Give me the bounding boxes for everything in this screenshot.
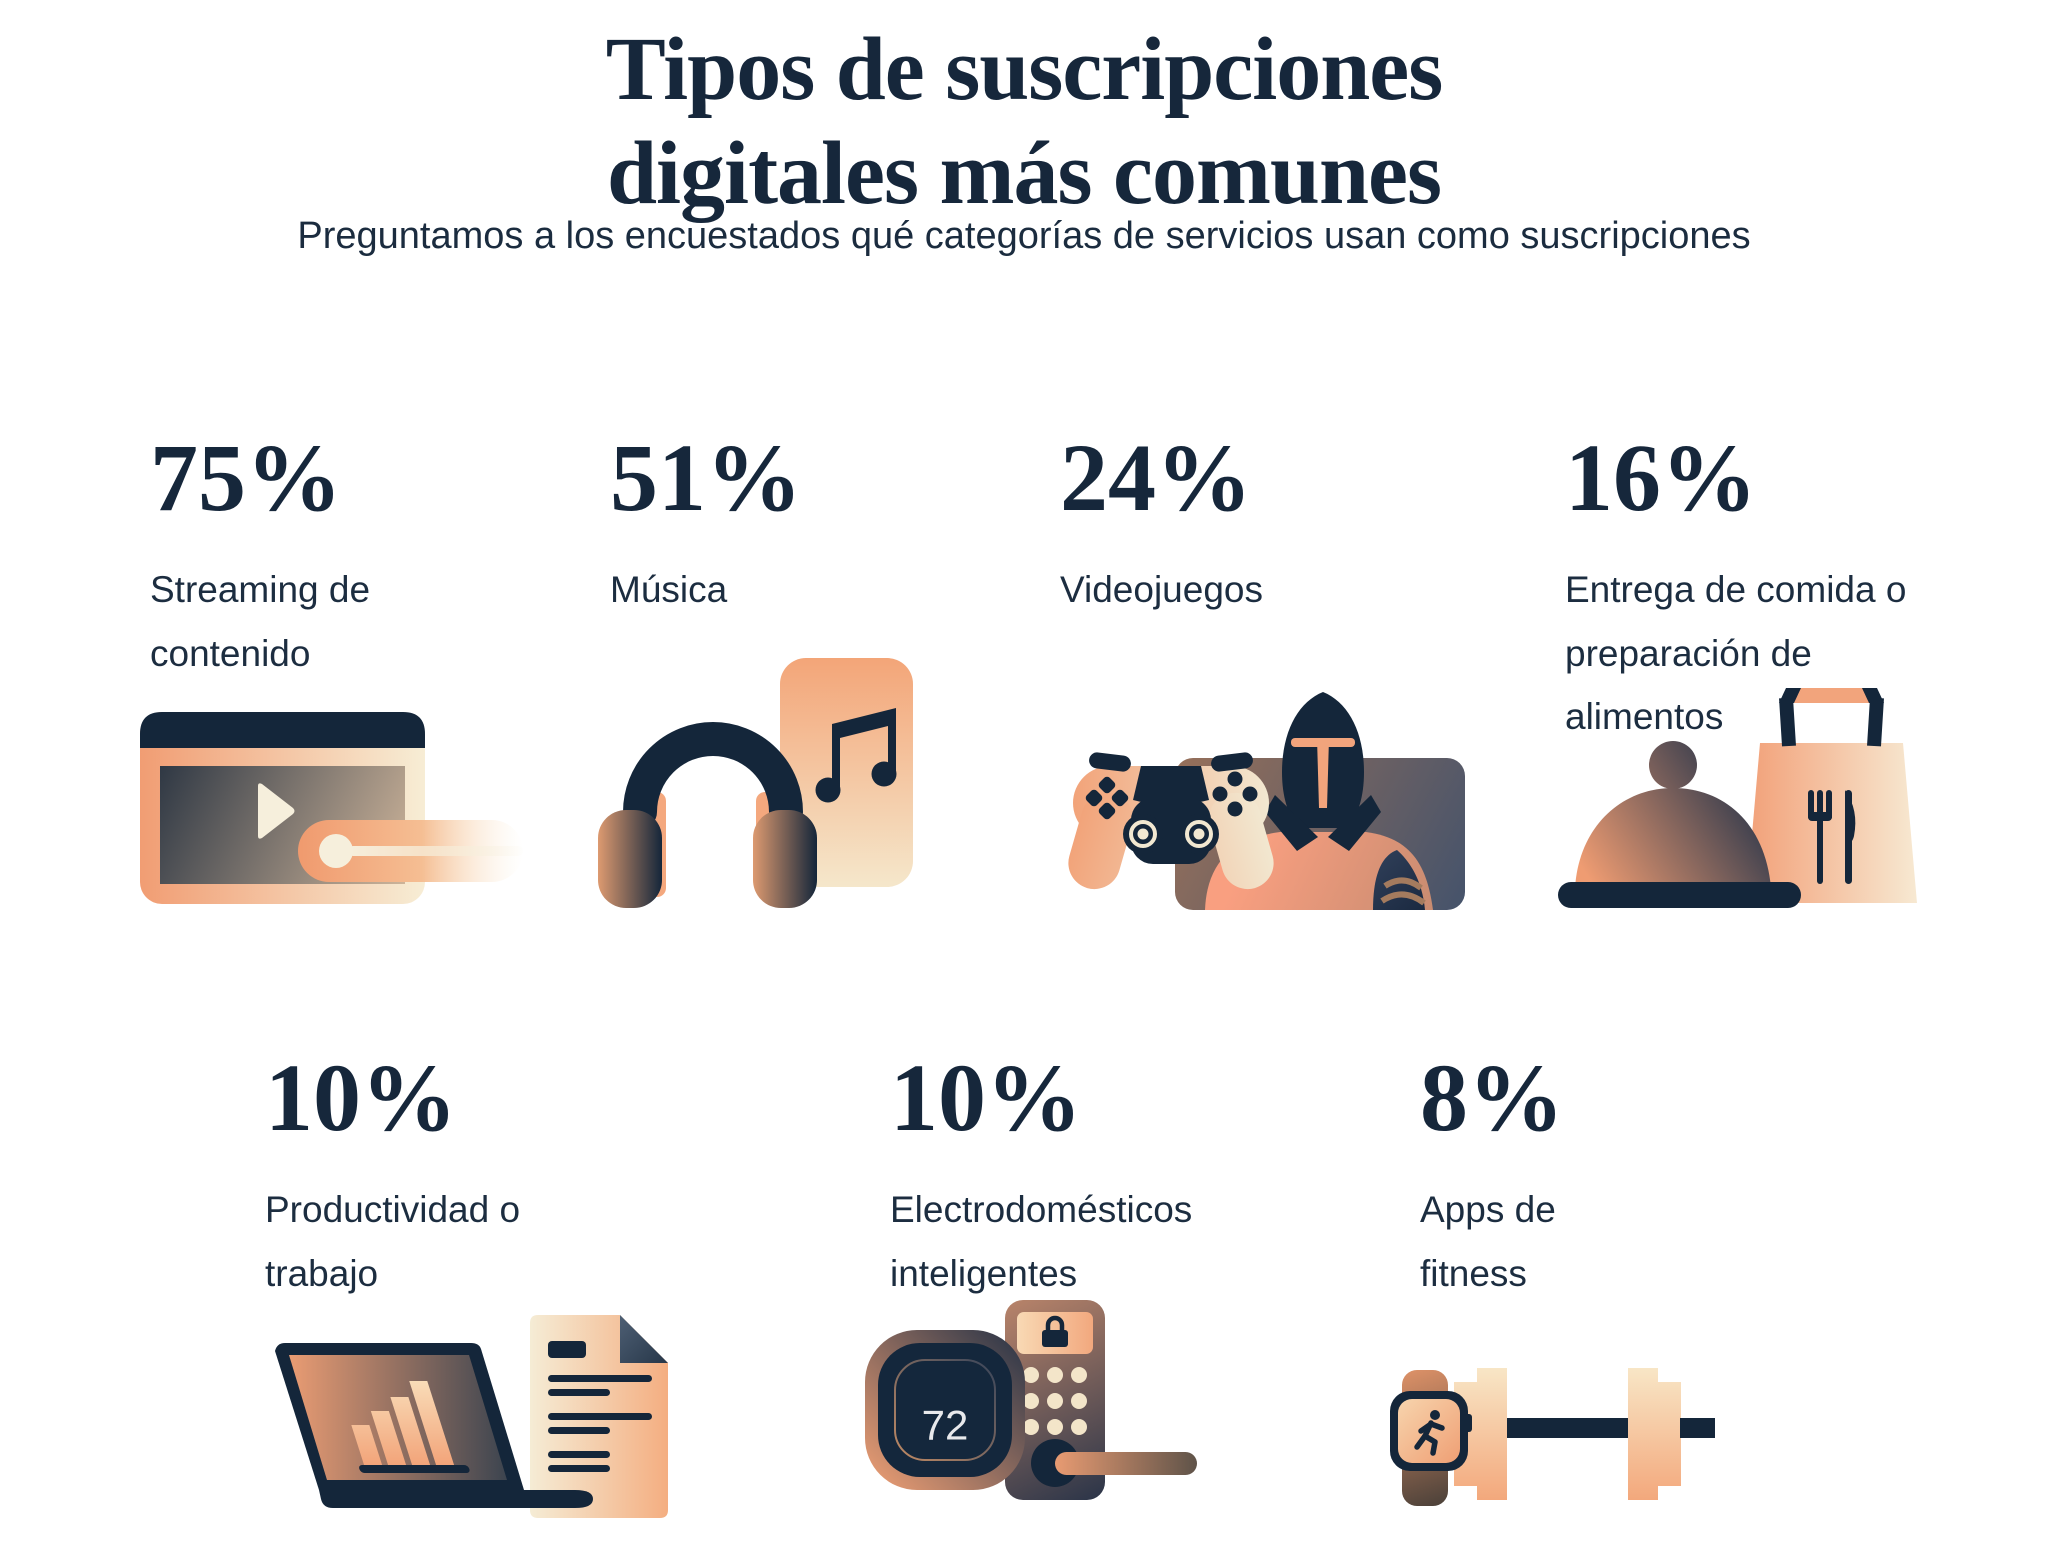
- plate-right-front: [1628, 1368, 1658, 1500]
- ear-cup-left: [598, 810, 662, 908]
- stat-food-delivery-label: Entrega de comida o preparación de alime…: [1565, 569, 1907, 738]
- plate-right-back: [1657, 1382, 1681, 1486]
- document: [530, 1315, 668, 1518]
- smart-thermostat: 72: [865, 1330, 1025, 1490]
- cloche-dome: [1575, 788, 1771, 888]
- page-title: Tipos de suscripciones digitales más com…: [0, 18, 2048, 227]
- stat-streaming-label: Streaming de contenido: [150, 569, 371, 674]
- headphone-band: [623, 722, 803, 829]
- stat-fitness-label: Apps de fitness: [1420, 1189, 1556, 1294]
- bar-chart-icon: [351, 1381, 470, 1473]
- bag-handle: [1779, 688, 1884, 747]
- seek-knob: [319, 834, 353, 868]
- page-title-line2: digitales más comunes: [607, 124, 1442, 224]
- music-note-icon: [815, 708, 897, 803]
- laptop-document-icon: [275, 1315, 668, 1518]
- lock-keypad: [1023, 1367, 1087, 1435]
- door-handle: [1055, 1452, 1197, 1475]
- headphones-music-icon: [598, 658, 913, 908]
- stat-music: 51% Música: [598, 424, 1030, 908]
- food-delivery-icon: [1558, 688, 1917, 908]
- smart-lock: [1005, 1300, 1197, 1500]
- stat-music-value: 51%: [610, 424, 802, 531]
- stat-music-label: Música: [610, 569, 728, 610]
- dumbbell-bar-end: [1680, 1418, 1715, 1438]
- plate-left-front: [1477, 1368, 1507, 1500]
- stat-productivity: 10% Productividad o trabajo: [265, 1044, 825, 1518]
- knight-collar-right: [1328, 795, 1381, 851]
- smartwatch: [1390, 1391, 1472, 1471]
- stat-fitness: 8% Apps de fitness: [1390, 1044, 1860, 1506]
- stat-smart-home: 10% Electrodomésticos inteligentes: [865, 1044, 1390, 1500]
- knight-collar-left: [1265, 795, 1318, 851]
- cloche-knob: [1649, 741, 1697, 789]
- serving-tray: [1558, 882, 1801, 908]
- stat-videogames-value: 24%: [1060, 424, 1252, 531]
- stat-fitness-value: 8%: [1420, 1044, 1564, 1151]
- runner-icon: [1414, 1410, 1445, 1456]
- ear-cup-right: [753, 810, 817, 908]
- stat-food-delivery: 16% Entrega de comida o preparación de a…: [1558, 424, 2015, 908]
- stat-streaming: 75% Streaming de contenido: [140, 424, 570, 904]
- page-subtitle: Preguntamos a los encuestados qué catego…: [297, 215, 1751, 257]
- knight-visor: [1291, 738, 1355, 808]
- stat-streaming-value: 75%: [150, 424, 342, 531]
- controller-touchpad: [1133, 766, 1209, 805]
- stat-smart-home-value: 10%: [890, 1044, 1082, 1151]
- controller-buttons: [1212, 771, 1258, 817]
- stat-productivity-value: 10%: [265, 1044, 457, 1151]
- stat-videogames-label: Videojuegos: [1060, 569, 1263, 610]
- controller-dpad: [1085, 776, 1129, 820]
- video-player-icon: [140, 712, 523, 904]
- laptop: [275, 1343, 593, 1508]
- controller-thumbsticks: [1123, 814, 1219, 854]
- fork-knife-icon: [1808, 790, 1856, 884]
- stat-food-delivery-value: 16%: [1565, 424, 1757, 531]
- controller: [1068, 752, 1274, 890]
- delivery-bag: [1746, 743, 1917, 903]
- document-fold: [620, 1315, 668, 1363]
- stat-smart-home-label: Electrodomésticos inteligentes: [890, 1189, 1193, 1294]
- page-title-line1: Tipos de suscripciones: [605, 20, 1444, 119]
- seek-track: [348, 846, 523, 856]
- thermostat-reading: 72: [922, 1402, 969, 1449]
- lock-icon: [1042, 1315, 1068, 1347]
- player-titlebar: [140, 712, 425, 748]
- game-controller-icon: [1068, 692, 1465, 910]
- stat-productivity-label: Productividad o trabajo: [265, 1189, 521, 1294]
- dumbbell-bar: [1507, 1418, 1632, 1438]
- thermostat-face: [878, 1343, 1012, 1477]
- thermostat-lock-icon: 72: [865, 1300, 1197, 1500]
- laptop-base: [319, 1490, 593, 1508]
- stat-videogames: 24% Videojuegos: [1060, 424, 1510, 910]
- thermostat-dial-ring: [894, 1359, 996, 1461]
- smartwatch-dumbbell-icon: [1390, 1368, 1715, 1506]
- play-icon: [258, 783, 295, 839]
